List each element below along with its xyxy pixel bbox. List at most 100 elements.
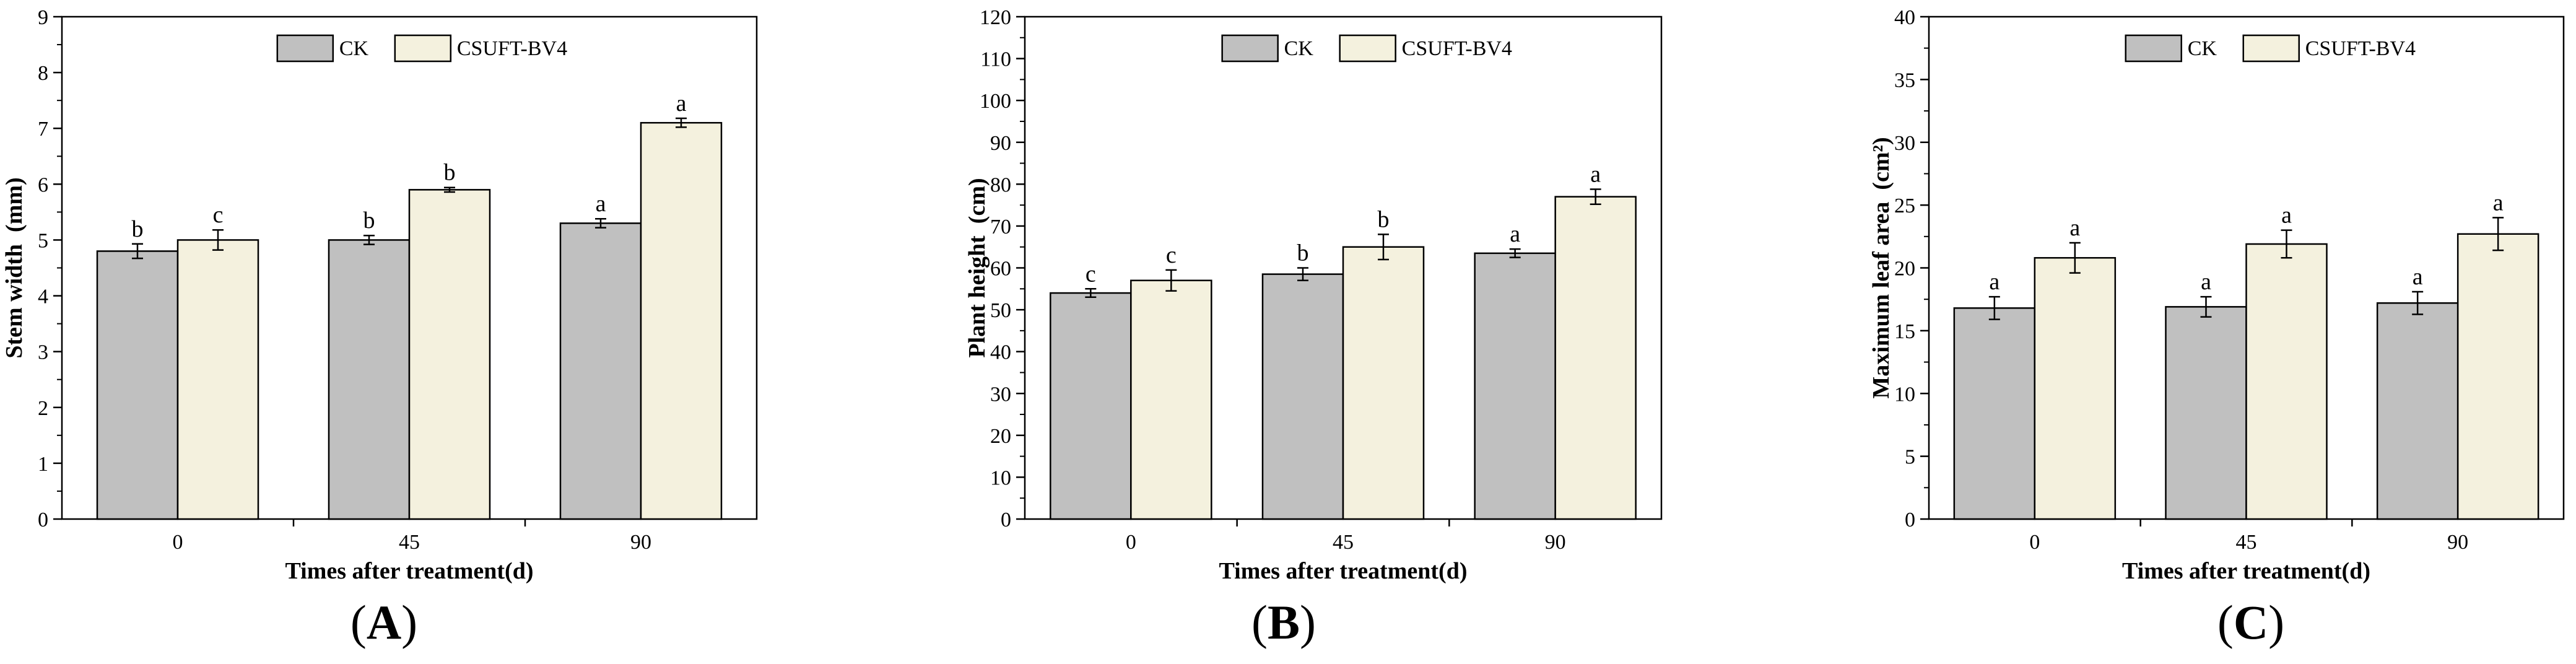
significance-letter: b xyxy=(132,216,144,242)
bar-ck-45 xyxy=(2165,306,2247,520)
x-tick-label: 0 xyxy=(2029,531,2040,554)
y-tick-label: 40 xyxy=(990,341,1011,364)
y-tick-label: 5 xyxy=(1905,446,1915,469)
y-axis-title: Plant height (cm) xyxy=(964,178,990,357)
significance-letter: a xyxy=(2281,203,2292,229)
x-tick-label: 0 xyxy=(1126,531,1136,554)
bar-ck-0 xyxy=(1953,307,2036,520)
bar-csuft-bv4-90 xyxy=(640,121,723,520)
y-tick-label: 110 xyxy=(980,48,1011,71)
bar-csuft-bv4-0 xyxy=(176,239,259,520)
y-tick-label: 2 xyxy=(38,397,48,420)
y-tick-label: 9 xyxy=(38,6,48,29)
chart-c-svg: 0 5 10 15 20 25 30 35 40 Maximum leaf area (cm²) a… xyxy=(1868,6,2565,584)
legend-swatch-ck xyxy=(276,34,334,63)
y-tick-label: 4 xyxy=(38,286,48,308)
significance-letter: c xyxy=(1086,261,1096,287)
x-tick-label: 90 xyxy=(2447,531,2468,554)
y-tick-label: 0 xyxy=(1001,509,1011,531)
y-axis-title: Stem width (mm) xyxy=(1,177,27,358)
y-tick-label: 6 xyxy=(38,173,48,196)
x-tick-label: 0 xyxy=(173,531,183,554)
legend-label-ck: CK xyxy=(2188,37,2217,60)
x-tick-label: 90 xyxy=(630,531,651,554)
y-tick-label: 8 xyxy=(38,62,48,85)
chart-panel-a: 0 1 2 3 4 5 6 7 8 9 Stem width (mm) b c 0 b b 45 a a 90 Time… xyxy=(0,0,855,664)
significance-letter: c xyxy=(1166,242,1177,268)
legend-swatch-ck xyxy=(1221,34,1279,63)
x-axis-title: Times after treatment(d) xyxy=(2122,558,2370,584)
bar-csuft-bv4-45 xyxy=(2245,243,2328,520)
y-tick-label: 10 xyxy=(1894,383,1915,406)
legend-swatch-csuft-bv4 xyxy=(394,34,452,63)
legend-label-ck: CK xyxy=(339,37,369,60)
y-tick-label: 120 xyxy=(980,6,1011,29)
significance-letter: b xyxy=(1297,240,1309,266)
bar-csuft-bv4-90 xyxy=(1554,196,1637,520)
significance-letter: a xyxy=(2413,264,2423,290)
bar-ck-45 xyxy=(1261,273,1344,520)
legend-label-csuft-bv4: CSUFT-BV4 xyxy=(2305,37,2416,60)
y-tick-label: 25 xyxy=(1894,194,1915,217)
x-tick-label: 45 xyxy=(1333,531,1354,554)
y-tick-label: 20 xyxy=(990,425,1011,448)
significance-letter: a xyxy=(596,191,606,217)
significance-letter: a xyxy=(676,90,687,116)
y-tick-label: 7 xyxy=(38,118,48,141)
y-tick-label: 0 xyxy=(38,509,48,531)
x-tick-label: 90 xyxy=(1545,531,1566,554)
bar-ck-90 xyxy=(1474,252,1556,520)
bar-csuft-bv4-0 xyxy=(1130,279,1212,520)
y-tick-label: 70 xyxy=(990,216,1011,238)
bar-csuft-bv4-0 xyxy=(2034,257,2117,520)
y-tick-label: 30 xyxy=(1894,132,1915,155)
significance-letter: a xyxy=(2069,215,2080,241)
bar-csuft-bv4-45 xyxy=(408,189,491,520)
y-tick-label: 20 xyxy=(1894,258,1915,281)
bar-csuft-bv4-90 xyxy=(2456,233,2539,520)
y-tick-label: 5 xyxy=(38,229,48,252)
legend-swatch-csuft-bv4 xyxy=(2242,34,2300,63)
significance-letter: a xyxy=(2201,269,2211,295)
y-tick-label: 3 xyxy=(38,341,48,364)
chart-panel-b: 0 10 20 30 40 50 60 70 80 90 100 110 120 Plant height… xyxy=(904,0,1759,664)
y-tick-label: 80 xyxy=(990,173,1011,196)
y-tick-label: 1 xyxy=(38,453,48,476)
y-tick-label: 100 xyxy=(980,90,1011,113)
bar-ck-0 xyxy=(1050,292,1132,520)
panel-label-a: (A) xyxy=(350,595,418,649)
panel-label-c: (C) xyxy=(2217,595,2285,649)
x-tick-label: 45 xyxy=(399,531,420,554)
legend-label-csuft-bv4: CSUFT-BV4 xyxy=(1402,37,1512,60)
y-tick-label: 50 xyxy=(990,299,1011,322)
significance-letter: b xyxy=(1378,206,1390,232)
significance-letter: b xyxy=(363,208,375,234)
bar-csuft-bv4-45 xyxy=(1342,246,1425,520)
significance-letter: c xyxy=(213,202,224,228)
y-tick-label: 35 xyxy=(1894,69,1915,92)
x-axis-title: Times after treatment(d) xyxy=(1219,558,1468,584)
significance-letter: b xyxy=(444,160,456,186)
chart-b-svg: 0 10 20 30 40 50 60 70 80 90 100 110 120 Plant height… xyxy=(964,6,1663,584)
x-axis-title: Times after treatment(d) xyxy=(285,558,534,584)
panel-label-b: (B) xyxy=(1251,595,1316,649)
significance-letter: a xyxy=(1510,221,1520,247)
x-tick-label: 45 xyxy=(2236,531,2257,554)
chart-panel-c: 0 5 10 15 20 25 30 35 40 Maximum leaf area (cm²) a… xyxy=(1808,0,2576,664)
legend-label-csuft-bv4: CSUFT-BV4 xyxy=(457,37,567,60)
legend-swatch-csuft-bv4 xyxy=(1339,34,1396,63)
y-tick-label: 40 xyxy=(1894,6,1915,29)
legend-label-ck: CK xyxy=(1284,37,1314,60)
bar-ck-0 xyxy=(96,250,179,520)
bar-ck-90 xyxy=(2376,302,2459,520)
bar-ck-45 xyxy=(328,239,411,520)
significance-letter: a xyxy=(1989,269,1999,295)
y-tick-label: 15 xyxy=(1894,320,1915,343)
significance-letter: a xyxy=(1590,161,1601,187)
y-axis-title: Maximum leaf area (cm²) xyxy=(1868,137,1894,398)
y-tick-label: 90 xyxy=(990,132,1011,155)
y-tick-label: 0 xyxy=(1905,509,1915,531)
y-tick-label: 10 xyxy=(990,466,1011,489)
bar-ck-90 xyxy=(559,222,642,520)
